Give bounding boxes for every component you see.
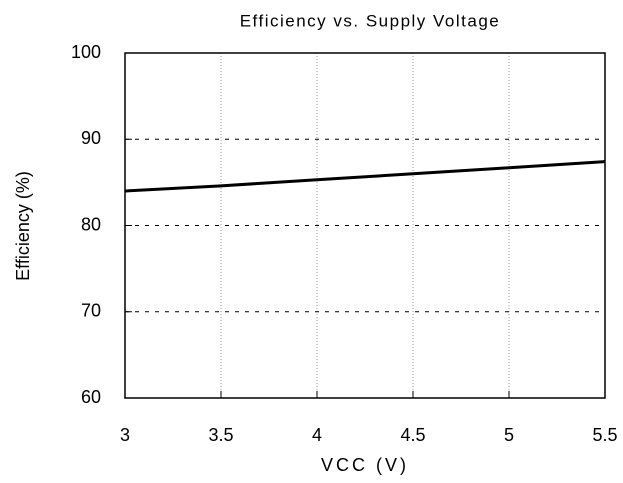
y-tick-label: 100 [71,42,101,62]
chart-title: Efficiency vs. Supply Voltage [240,11,501,30]
y-tick-label: 90 [81,128,101,148]
x-tick-label: 3.5 [208,425,233,445]
y-tick-label: 70 [81,301,101,321]
x-tick-label: 3 [120,425,130,445]
x-tick-label: 4.5 [400,425,425,445]
y-tick-label: 80 [81,214,101,234]
y-tick-label: 60 [81,387,101,407]
x-tick-label: 5 [504,425,514,445]
data-line [124,160,606,193]
plot-frame [124,52,606,399]
y-axis-label: Efficiency (%) [13,171,33,281]
x-axis-label: VCC (V) [321,455,409,475]
x-tick-label: 4 [312,425,322,445]
x-tick-label: 5.5 [592,425,617,445]
